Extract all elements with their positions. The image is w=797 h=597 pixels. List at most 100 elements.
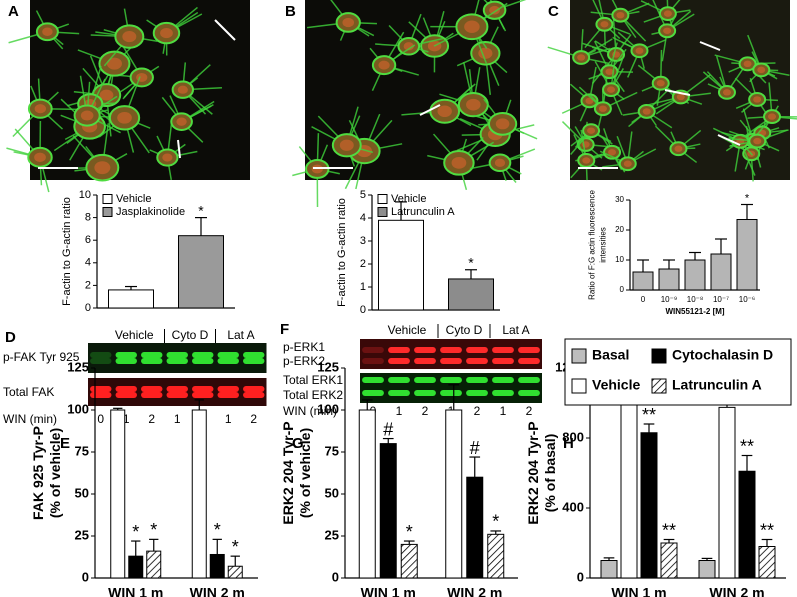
band <box>388 390 410 396</box>
x-tick-label: 10⁻⁸ <box>687 295 704 304</box>
band <box>141 352 163 358</box>
bar <box>378 219 424 311</box>
y-tick-label: 20 <box>615 225 624 234</box>
nucleus <box>437 105 452 117</box>
band <box>492 377 514 383</box>
legend-label: Latrunculin A <box>391 206 455 218</box>
y-tick-label: 25 <box>75 527 89 542</box>
band <box>243 392 265 398</box>
lane-label: 1 <box>225 412 232 426</box>
band <box>518 377 540 383</box>
legend-swatch <box>651 348 667 364</box>
nucleus <box>608 149 617 156</box>
nucleus <box>494 158 506 167</box>
nucleus <box>451 156 467 169</box>
y-tick-label: 30 <box>615 195 624 204</box>
y-tick-label: 0 <box>577 569 584 584</box>
band <box>192 358 214 364</box>
bar <box>108 289 154 309</box>
band <box>518 347 540 353</box>
arrow <box>699 41 721 51</box>
bar <box>660 542 678 579</box>
nucleus <box>80 110 94 121</box>
bar <box>448 278 494 311</box>
nucleus <box>722 89 731 96</box>
blot-row-label: Total FAK <box>3 385 54 399</box>
x-tick-label: WIN 2 m <box>709 585 764 597</box>
bar <box>600 560 618 579</box>
significance-mark: # <box>470 438 480 458</box>
y-tick-label: 125 <box>317 359 339 374</box>
band <box>217 386 239 392</box>
nucleus <box>585 97 594 105</box>
band <box>192 352 214 358</box>
blot-row-label: p-FAK Tyr 925 <box>3 350 80 364</box>
nucleus <box>577 54 586 61</box>
y-tick-label: 100 <box>317 401 339 416</box>
y-tick-label: 0 <box>360 304 366 316</box>
bar <box>736 219 758 291</box>
nucleus <box>495 118 510 130</box>
bar <box>738 470 756 579</box>
nucleus <box>753 137 762 145</box>
band <box>141 386 163 392</box>
band <box>518 390 540 396</box>
band <box>115 392 137 398</box>
y-tick-label: 5 <box>360 189 366 201</box>
panel-letter: B <box>285 3 296 20</box>
nucleus <box>768 113 777 120</box>
y-tick-label: 0 <box>620 285 625 294</box>
y-tick-label: 75 <box>75 443 89 458</box>
nucleus <box>378 60 390 70</box>
nucleus <box>99 89 114 101</box>
micrograph <box>547 0 797 182</box>
lane-label: 1 <box>174 412 181 426</box>
arrow <box>419 104 441 116</box>
lane-label: 1 <box>123 412 130 426</box>
band <box>388 358 410 364</box>
band <box>414 347 436 353</box>
band <box>192 392 214 398</box>
legend-box <box>564 338 792 406</box>
blot-row-label: Total ERK1 <box>283 373 343 387</box>
significance-mark: * <box>214 520 221 540</box>
arrow <box>177 139 181 159</box>
band <box>388 347 410 353</box>
significance-mark: * <box>492 512 499 532</box>
nucleus <box>122 30 137 43</box>
y-tick-label: 100 <box>67 401 89 416</box>
band <box>166 392 188 398</box>
band <box>115 352 137 358</box>
y-axis-label: F-actin to G-actin ratio <box>336 198 348 307</box>
bar <box>445 409 463 579</box>
band <box>166 358 188 364</box>
panel-letter: E <box>60 435 70 452</box>
nucleus <box>757 66 766 74</box>
band <box>141 358 163 364</box>
band <box>466 358 488 364</box>
band <box>243 358 265 364</box>
band <box>141 392 163 398</box>
band <box>466 377 488 383</box>
nucleus <box>339 139 354 151</box>
legend-swatch <box>377 194 388 204</box>
micrograph-background <box>30 0 250 180</box>
significance-mark: ** <box>662 520 676 540</box>
x-tick-label: WIN 1 m <box>611 585 666 597</box>
nucleus <box>582 157 591 164</box>
significance-mark: * <box>150 520 157 540</box>
y-tick-label: 2 <box>85 279 91 291</box>
arrow <box>717 134 741 146</box>
bar <box>710 253 732 291</box>
blot-group-label: Vehicle <box>388 323 427 337</box>
nucleus <box>656 79 665 87</box>
blot-row-label: p-ERK2 <box>283 354 325 368</box>
y-axis-label: F-actin to G-actin ratio <box>61 197 73 306</box>
nucleus <box>743 60 752 68</box>
legend-label: Vehicle <box>116 193 151 205</box>
lane-label: 2 <box>250 412 257 426</box>
blot-row-label: p-ERK1 <box>283 340 325 354</box>
nucleus <box>162 153 173 162</box>
band <box>466 347 488 353</box>
micrograph <box>292 0 538 208</box>
